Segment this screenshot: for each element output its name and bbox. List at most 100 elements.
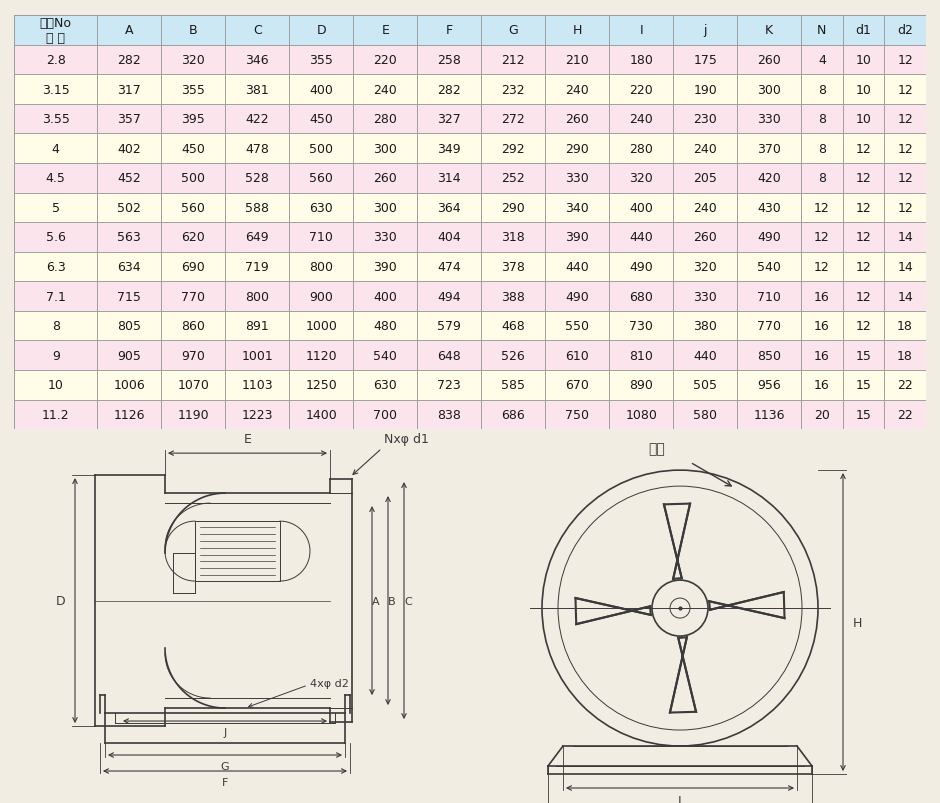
Bar bbox=[290, 75, 353, 104]
Bar bbox=[226, 134, 290, 164]
Bar bbox=[801, 252, 843, 282]
Text: 15: 15 bbox=[855, 409, 871, 422]
Bar bbox=[290, 134, 353, 164]
Text: 4.5: 4.5 bbox=[46, 172, 66, 185]
Text: 6.3: 6.3 bbox=[46, 261, 66, 274]
Bar bbox=[226, 312, 290, 341]
Bar bbox=[290, 370, 353, 400]
Text: 15: 15 bbox=[855, 349, 871, 362]
Bar bbox=[609, 16, 673, 46]
Bar bbox=[801, 75, 843, 104]
Text: 12: 12 bbox=[897, 202, 913, 214]
Bar bbox=[353, 400, 417, 430]
Text: 357: 357 bbox=[118, 113, 141, 126]
Text: 12: 12 bbox=[855, 320, 871, 332]
Bar bbox=[737, 370, 801, 400]
Text: 710: 710 bbox=[309, 231, 333, 244]
Text: 478: 478 bbox=[245, 142, 269, 156]
Bar bbox=[97, 282, 162, 312]
Bar bbox=[609, 194, 673, 223]
Text: 850: 850 bbox=[757, 349, 781, 362]
Text: H: H bbox=[572, 24, 582, 37]
Bar bbox=[609, 104, 673, 134]
Text: C: C bbox=[253, 24, 261, 37]
Bar bbox=[673, 400, 737, 430]
Text: 12: 12 bbox=[897, 113, 913, 126]
Text: 292: 292 bbox=[501, 142, 525, 156]
Text: 10: 10 bbox=[48, 379, 64, 392]
Text: 800: 800 bbox=[245, 290, 269, 304]
Bar bbox=[97, 370, 162, 400]
Text: 430: 430 bbox=[758, 202, 781, 214]
Bar bbox=[545, 282, 609, 312]
Text: 404: 404 bbox=[437, 231, 462, 244]
Bar bbox=[481, 222, 545, 252]
Bar bbox=[417, 75, 481, 104]
Text: 14: 14 bbox=[897, 231, 913, 244]
Text: 490: 490 bbox=[629, 261, 653, 274]
Text: 355: 355 bbox=[309, 54, 333, 67]
Text: 1120: 1120 bbox=[306, 349, 337, 362]
Text: 20: 20 bbox=[814, 409, 830, 422]
Bar bbox=[14, 16, 97, 46]
Bar bbox=[353, 341, 417, 370]
Text: 320: 320 bbox=[181, 54, 205, 67]
Text: 5: 5 bbox=[52, 202, 60, 214]
Bar bbox=[737, 46, 801, 75]
Text: 805: 805 bbox=[118, 320, 141, 332]
Bar bbox=[290, 104, 353, 134]
Bar bbox=[885, 222, 926, 252]
Text: 327: 327 bbox=[437, 113, 462, 126]
Text: H: H bbox=[853, 616, 862, 629]
Bar bbox=[737, 194, 801, 223]
Text: 468: 468 bbox=[501, 320, 525, 332]
Bar bbox=[885, 46, 926, 75]
Text: 12: 12 bbox=[855, 290, 871, 304]
Bar bbox=[737, 164, 801, 194]
Text: 260: 260 bbox=[694, 231, 717, 244]
Text: 579: 579 bbox=[437, 320, 462, 332]
Text: 390: 390 bbox=[373, 261, 397, 274]
Text: F: F bbox=[222, 777, 228, 787]
Text: 258: 258 bbox=[437, 54, 462, 67]
Text: D: D bbox=[317, 24, 326, 37]
Text: 1223: 1223 bbox=[242, 409, 273, 422]
Text: 540: 540 bbox=[758, 261, 781, 274]
Text: 1103: 1103 bbox=[242, 379, 273, 392]
Text: A: A bbox=[372, 596, 380, 605]
Text: 16: 16 bbox=[814, 320, 830, 332]
Bar bbox=[843, 252, 885, 282]
Bar bbox=[843, 341, 885, 370]
Bar bbox=[801, 194, 843, 223]
Bar bbox=[290, 16, 353, 46]
Bar bbox=[673, 252, 737, 282]
Text: 10: 10 bbox=[855, 113, 871, 126]
Bar bbox=[226, 341, 290, 370]
Bar bbox=[417, 252, 481, 282]
Text: G: G bbox=[509, 24, 518, 37]
Bar bbox=[673, 164, 737, 194]
Bar bbox=[417, 312, 481, 341]
Text: 1400: 1400 bbox=[306, 409, 337, 422]
Text: 240: 240 bbox=[373, 84, 397, 96]
Text: 314: 314 bbox=[437, 172, 461, 185]
Bar bbox=[481, 46, 545, 75]
Bar bbox=[417, 46, 481, 75]
Bar bbox=[353, 312, 417, 341]
Bar bbox=[673, 75, 737, 104]
Bar bbox=[843, 222, 885, 252]
Bar bbox=[673, 312, 737, 341]
Bar bbox=[417, 400, 481, 430]
Text: 420: 420 bbox=[758, 172, 781, 185]
Text: 480: 480 bbox=[373, 320, 398, 332]
Bar bbox=[843, 312, 885, 341]
Bar bbox=[885, 104, 926, 134]
Text: d1: d1 bbox=[855, 24, 871, 37]
Bar bbox=[195, 521, 280, 581]
Bar bbox=[885, 370, 926, 400]
Bar bbox=[481, 312, 545, 341]
Bar bbox=[290, 46, 353, 75]
Text: 175: 175 bbox=[693, 54, 717, 67]
Text: 560: 560 bbox=[309, 172, 333, 185]
Bar bbox=[609, 400, 673, 430]
